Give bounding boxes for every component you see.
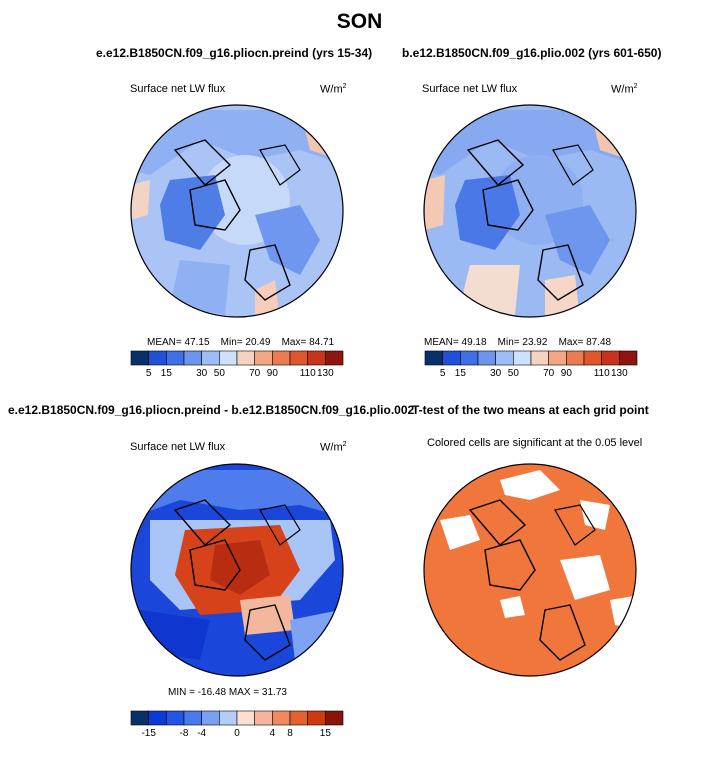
panel4-map <box>424 464 636 676</box>
panel1-colorbar-tick-label: 30 <box>196 368 208 379</box>
panel2-mean: MEAN= 49.18 <box>424 337 487 348</box>
panel3-colorbar-color-box <box>289 710 308 726</box>
panel1-colorbar-tick-label: 90 <box>267 368 279 379</box>
panel1-map <box>131 105 343 317</box>
panel3-stats: MIN = -16.48 MAX = 31.73 <box>168 687 287 698</box>
panel3-colorbar-color-box <box>272 710 291 726</box>
panel2-field-label: Surface net LW flux <box>422 83 518 95</box>
panel2-colorbar-color-box <box>619 350 638 366</box>
panel2-colorbar-tick-label: 15 <box>455 368 467 379</box>
panel1-colorbar-color-box <box>183 350 202 366</box>
panel2-colorbar-color-box <box>495 350 514 366</box>
panel3-colorbar-color-box <box>166 710 185 726</box>
panel3-field-label: Surface net LW flux <box>130 441 226 453</box>
panel1-colorbar-tick-label: 70 <box>249 368 261 379</box>
panel2-colorbar-color-box <box>424 350 443 366</box>
panel3-colorbar-color-box <box>130 710 149 726</box>
panel3-colorbar-color-box <box>183 710 202 726</box>
panel1-colorbar-color-box <box>201 350 220 366</box>
panel1-colorbar-color-box <box>254 350 273 366</box>
panel1-colorbar-tick-label: 5 <box>146 368 152 379</box>
panel2-colorbar-color-box <box>548 350 567 366</box>
panel1-max: Max= 84.71 <box>281 337 335 348</box>
panel2-colorbar-color-box <box>566 350 585 366</box>
panel2-stats: MEAN= 49.18 Min= 23.92 Max= 87.48 <box>424 337 611 348</box>
panel2-colorbar-color-box <box>513 350 532 366</box>
panel1-colorbar-color-box <box>307 350 326 366</box>
panel2-colorbar-tick-label: 5 <box>440 368 446 379</box>
panel1-colorbar-color-box <box>289 350 308 366</box>
panel3-colorbar-tick-label: -4 <box>197 728 206 739</box>
panel2-title: b.e12.B1850CN.f09_g16.plio.002 (yrs 601-… <box>402 46 662 60</box>
panel3-title: e.e12.B1850CN.f09_g16.pliocn.preind - b.… <box>8 403 415 417</box>
panel3-colorbar-tick-label: 8 <box>287 728 293 739</box>
panel3-colorbar-color-box <box>148 710 167 726</box>
panel3-colorbar-tick-label: 15 <box>320 728 332 739</box>
panel3-colorbar-tick-label: 4 <box>270 728 276 739</box>
panel1-min: Min= 20.49 <box>220 337 271 348</box>
panel1-colorbar-color-box <box>166 350 185 366</box>
panel2-colorbar-tick-label: 50 <box>508 368 520 379</box>
panel2-colorbar: 5 15 30 50 70 90 110 130 <box>424 350 638 379</box>
panel1-field-label: Surface net LW flux <box>130 83 226 95</box>
panel3-colorbar-color-box <box>325 710 344 726</box>
panel1-colorbar-tick-label: 15 <box>161 368 173 379</box>
panel1-colorbar-color-box <box>325 350 344 366</box>
panel3-colorbar-color-box <box>201 710 220 726</box>
panel2-colorbar-tick-label: 130 <box>611 368 628 379</box>
panel3-colorbar-tick-label: 0 <box>234 728 240 739</box>
panel1-colorbar-tick-label: 130 <box>317 368 334 379</box>
panel3-colorbar-color-box <box>307 710 326 726</box>
panel2-colorbar-color-box <box>477 350 496 366</box>
panel2-colorbar-tick-label: 110 <box>594 368 610 379</box>
panel2-colorbar-tick-label: 90 <box>561 368 573 379</box>
panel2-colorbar-color-box <box>460 350 479 366</box>
panel1-colorbar-color-box <box>130 350 149 366</box>
panel2-colorbar-color-box <box>583 350 602 366</box>
panel1-colorbar-color-box <box>148 350 167 366</box>
panel3-colorbar-color-box <box>219 710 238 726</box>
panel1-colorbar-color-box <box>219 350 238 366</box>
panel1-colorbar-tick-label: 50 <box>214 368 226 379</box>
panel2-colorbar-color-box <box>601 350 620 366</box>
panel3-colorbar-color-box <box>236 710 255 726</box>
panel1-title: e.e12.B1850CN.f09_g16.pliocn.preind (yrs… <box>96 46 373 60</box>
panel1-colorbar-tick-label: 110 <box>300 368 316 379</box>
panel2-max: Max= 87.48 <box>558 337 612 348</box>
panel3-colorbar-color-box <box>254 710 273 726</box>
panel3-colorbar-tick-label: -8 <box>180 728 189 739</box>
panel1-colorbar-color-box <box>272 350 291 366</box>
figure-title: SON <box>336 10 383 33</box>
panel3-colorbar-tick-label: -15 <box>141 728 156 739</box>
panel1-units: W/m2 <box>320 83 347 96</box>
panel1-colorbar-color-box <box>236 350 255 366</box>
panel3-colorbar: -15 -8 -4 0 4 8 15 <box>130 710 344 739</box>
panel2-colorbar-color-box <box>530 350 549 366</box>
panel2-colorbar-color-box <box>442 350 461 366</box>
panel2-min: Min= 23.92 <box>497 337 548 348</box>
panel2-units: W/m2 <box>611 83 638 96</box>
panel2-colorbar-tick-label: 30 <box>490 368 502 379</box>
panel2-colorbar-tick-label: 70 <box>543 368 555 379</box>
panel1-colorbar: 5 15 30 50 70 90 110 130 <box>130 350 344 379</box>
panel1-stats: MEAN= 47.15 Min= 20.49 Max= 84.71 <box>147 337 334 348</box>
panel1-mean: MEAN= 47.15 <box>147 337 210 348</box>
panel3-map <box>131 464 343 676</box>
panel4-title: T-test of the two means at each grid poi… <box>412 403 649 417</box>
panel3-units: W/m2 <box>320 441 347 454</box>
panel4-subtitle: Colored cells are significant at the 0.0… <box>427 437 643 449</box>
panel2-map <box>424 105 636 317</box>
